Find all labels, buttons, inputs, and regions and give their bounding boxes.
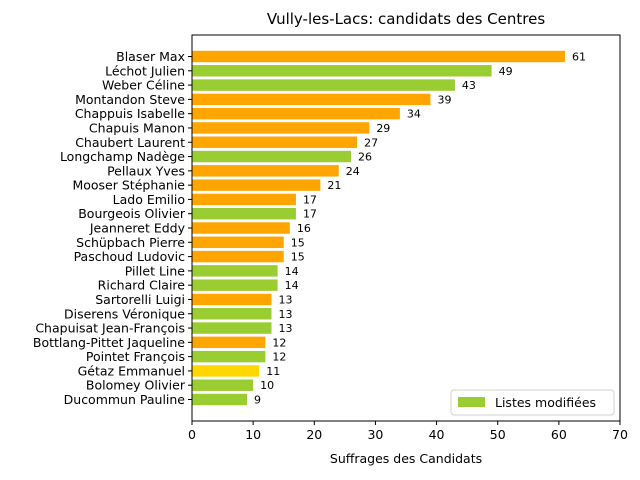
x-tick-label: 0 <box>188 427 196 442</box>
y-tick-label: Bolomey Olivier <box>86 378 186 393</box>
legend-swatch <box>458 397 485 407</box>
bar <box>192 107 400 120</box>
x-tick-label: 60 <box>551 427 567 442</box>
plot-frame <box>191 34 621 422</box>
bar <box>192 393 248 406</box>
bar <box>192 379 254 391</box>
bar <box>192 179 321 191</box>
data-label: 15 <box>291 251 305 264</box>
data-label: 9 <box>254 394 261 407</box>
y-tick-label: Léchot Julien <box>105 63 185 78</box>
bars-group <box>192 50 565 406</box>
data-label: 24 <box>346 165 360 178</box>
data-label: 13 <box>278 322 292 335</box>
data-label: 14 <box>285 265 299 278</box>
data-label: 43 <box>462 79 476 92</box>
y-tick-label: Bourgeois Olivier <box>78 206 186 221</box>
y-tick-label: Sartorelli Luigi <box>95 292 185 307</box>
data-label: 13 <box>278 308 292 321</box>
data-label: 12 <box>272 351 286 364</box>
bar <box>192 293 272 306</box>
y-tick-label: Diserens Véronique <box>64 306 185 321</box>
bar <box>192 136 358 148</box>
data-label: 13 <box>278 293 292 306</box>
data-label: 29 <box>376 122 390 135</box>
data-label: 16 <box>297 222 311 235</box>
data-label: 34 <box>407 108 421 121</box>
bar <box>192 207 296 220</box>
bar <box>192 122 370 134</box>
bar <box>192 65 492 77</box>
bar <box>192 93 431 106</box>
y-tick-label: Pillet Line <box>125 263 186 278</box>
data-label: 11 <box>266 365 280 378</box>
bar <box>192 150 351 163</box>
data-label: 10 <box>260 379 274 392</box>
y-tick-label: Montandon Steve <box>75 92 185 107</box>
y-tick-label: Chapuis Manon <box>89 120 185 135</box>
x-tick-label: 70 <box>612 427 628 442</box>
y-tick-label: Richard Claire <box>98 278 186 293</box>
bar <box>192 250 284 263</box>
data-labels: 6149433934292726242117171615151414131313… <box>254 51 586 407</box>
y-tick-label: Weber Céline <box>102 78 185 93</box>
data-label: 17 <box>303 193 317 206</box>
y-tick-label: Chaubert Laurent <box>75 135 185 150</box>
legend-box <box>450 389 615 416</box>
data-label: 15 <box>291 236 305 249</box>
bar <box>192 279 278 291</box>
bar <box>192 336 266 349</box>
legend: Listes modifiées <box>450 389 615 416</box>
bar <box>192 308 272 320</box>
data-label: 14 <box>285 279 299 292</box>
data-label: 21 <box>327 179 341 192</box>
data-label: 61 <box>572 51 586 64</box>
x-tick-label: 50 <box>490 427 506 442</box>
x-tick-label: 30 <box>367 427 383 442</box>
y-tick-label: Jeanneret Eddy <box>89 221 186 236</box>
data-label: 39 <box>437 93 451 106</box>
y-tick-label: Mooser Stéphanie <box>72 178 185 193</box>
bar <box>192 350 266 363</box>
y-tick-label: Ducommun Pauline <box>64 392 186 407</box>
x-axis: 0 10 20 30 40 50 60 70 <box>188 421 628 442</box>
y-tick-label: Schüpbach Pierre <box>76 235 185 250</box>
bar <box>192 265 278 277</box>
x-tick-label: 40 <box>429 427 445 442</box>
bar <box>192 79 455 91</box>
bar <box>192 50 565 63</box>
data-label: 27 <box>364 136 378 149</box>
y-tick-label: Blaser Max <box>116 49 185 64</box>
bar <box>192 365 260 377</box>
x-axis-label: Suffrages des Candidats <box>330 451 482 466</box>
y-tick-label: Chappuis Isabelle <box>75 106 185 121</box>
y-tick-label: Longchamp Nadège <box>60 149 185 164</box>
y-tick-label: Bottlang-Pittet Jaqueline <box>33 335 185 350</box>
data-label: 26 <box>358 151 372 164</box>
y-tick-label: Pellaux Yves <box>107 163 185 178</box>
x-tick-label: 10 <box>245 427 261 442</box>
bar <box>192 222 290 234</box>
data-label: 49 <box>499 65 513 78</box>
bar <box>192 165 339 177</box>
y-tick-label: Gétaz Emmanuel <box>78 363 185 378</box>
legend-label: Listes modifiées <box>495 395 596 410</box>
x-tick-label: 20 <box>306 427 322 442</box>
bar <box>192 193 296 206</box>
y-tick-label: Chapuisat Jean-François <box>35 321 185 336</box>
y-tick-label: Paschoud Ludovic <box>74 249 186 264</box>
chart-title: Vully-les-Lacs: candidats des Centres <box>267 10 545 28</box>
y-tick-label: Lado Emilio <box>113 192 185 207</box>
bar <box>192 236 284 249</box>
data-label: 12 <box>272 336 286 349</box>
y-tick-label: Pointet François <box>86 349 185 364</box>
bar <box>192 322 272 334</box>
data-label: 17 <box>303 208 317 221</box>
